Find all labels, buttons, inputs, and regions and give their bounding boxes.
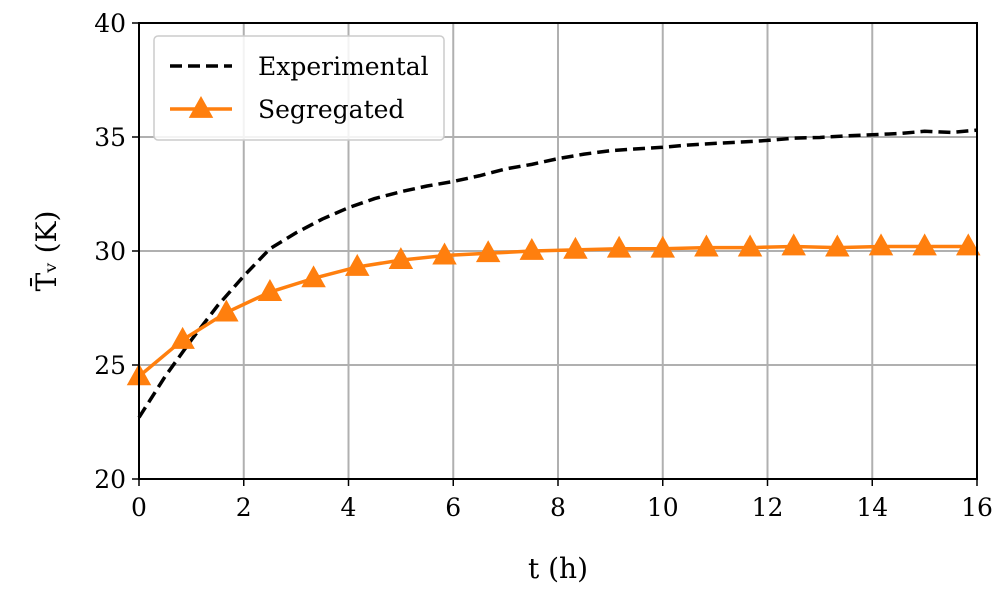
data-point-segregated <box>606 235 632 258</box>
data-point-segregated <box>650 235 676 258</box>
x-tick-label: 16 <box>961 493 993 522</box>
data-point-segregated <box>956 233 981 256</box>
x-tick-label: 6 <box>445 493 461 522</box>
legend: Experimental Segregated <box>153 35 445 141</box>
x-tick-label: 14 <box>856 493 888 522</box>
data-point-segregated <box>912 233 937 256</box>
data-point-segregated <box>868 233 894 256</box>
data-point-segregated <box>475 240 501 263</box>
x-tick-label: 8 <box>550 493 566 522</box>
data-point-segregated <box>170 326 195 349</box>
data-point-segregated <box>257 279 283 301</box>
x-tick-label: 4 <box>341 493 357 522</box>
data-point-segregated <box>344 253 370 276</box>
x-tick-label: 2 <box>236 493 252 522</box>
legend-label-segregated: Segregated <box>258 95 404 124</box>
y-tick-label: 30 <box>94 237 126 266</box>
legend-box <box>153 35 445 141</box>
data-point-segregated <box>301 265 326 288</box>
y-tick-label: 35 <box>94 123 126 152</box>
data-point-segregated <box>432 242 457 265</box>
series-line-segregated <box>137 244 969 378</box>
data-point-segregated <box>825 234 850 257</box>
data-point-segregated <box>388 247 414 270</box>
x-tick-label: 12 <box>752 493 784 522</box>
x-tick-label: 0 <box>131 493 147 522</box>
y-tick-label: 40 <box>94 9 126 38</box>
data-point-segregated <box>214 299 239 322</box>
y-axis-title: T̄ᵥ (K) <box>29 211 63 292</box>
x-axis-title: t (h) <box>528 552 588 585</box>
series-line-experimental <box>137 128 978 419</box>
y-tick-label: 20 <box>94 465 126 494</box>
axis-ticks: 0 2 4 6 8 10 12 14 16 20 25 30 35 40 <box>94 9 993 522</box>
data-point-segregated <box>737 234 763 257</box>
data-point-segregated <box>694 234 719 257</box>
data-point-segregated <box>781 233 806 256</box>
x-tick-label: 10 <box>647 493 679 522</box>
series-group <box>126 128 981 419</box>
y-tick-label: 25 <box>94 351 126 380</box>
data-point-segregated <box>563 236 588 259</box>
legend-label-experimental: Experimental <box>258 52 429 81</box>
data-point-segregated <box>519 237 545 260</box>
legend-marker-segregated <box>188 95 214 118</box>
